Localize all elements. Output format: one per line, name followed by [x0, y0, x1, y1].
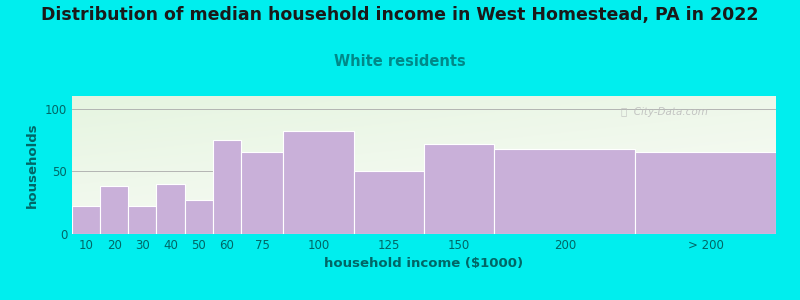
Text: Distribution of median household income in West Homestead, PA in 2022: Distribution of median household income … [42, 6, 758, 24]
Bar [241, 152, 283, 234]
Bar [185, 200, 213, 234]
Bar [157, 184, 185, 234]
Bar [283, 131, 354, 234]
Text: White residents: White residents [334, 54, 466, 69]
Text: Ⓒ  City-Data.com: Ⓒ City-Data.com [621, 107, 708, 117]
Bar [354, 171, 424, 234]
Bar [213, 140, 241, 234]
X-axis label: household income ($1000): household income ($1000) [325, 257, 523, 270]
Y-axis label: households: households [26, 122, 39, 208]
Bar [494, 149, 635, 234]
Bar [100, 186, 128, 234]
Bar [72, 206, 100, 234]
Bar [635, 152, 776, 234]
Bar [128, 206, 157, 234]
Bar [424, 144, 494, 234]
